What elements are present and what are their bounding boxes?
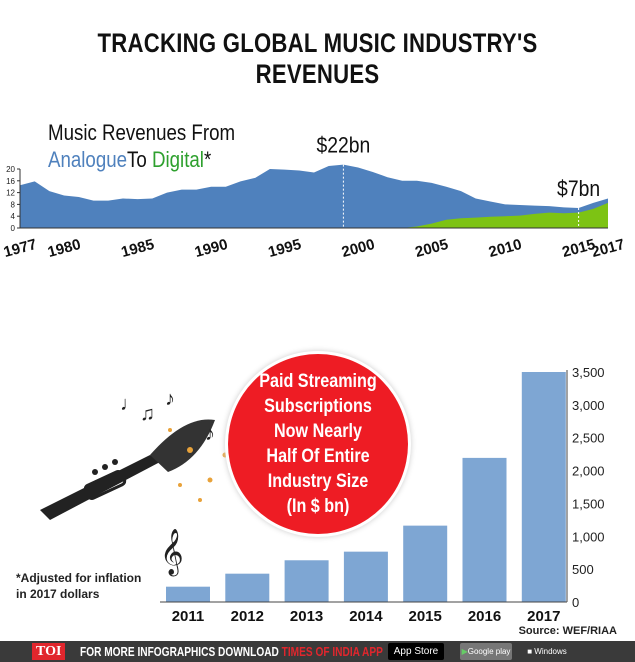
callout-line: Industry Size [267, 471, 369, 492]
source-label: Source: WEF/RIAA [518, 625, 617, 637]
note-line: in 2017 dollars [16, 587, 100, 601]
x-tick-label: 2011 [172, 608, 205, 625]
footer-bar: TOI FOR MORE INFOGRAPHICS DOWNLOAD TIMES… [0, 641, 635, 662]
y-tick-label: 500 [572, 562, 594, 577]
bar-2017 [521, 372, 566, 602]
x-tick-label: 2015 [409, 608, 442, 625]
app-store-badge[interactable]: App Store [388, 643, 444, 660]
annotation-label: $7bn [557, 177, 600, 201]
footer-text: FOR MORE INFOGRAPHICS DOWNLOAD TIMES OF … [80, 643, 383, 660]
y-tick-label: 1,500 [572, 496, 605, 511]
y-tick-label: 12 [6, 189, 15, 198]
music-note-icon: ♫ [140, 403, 155, 425]
streaming-callout: Paid Streaming Subscriptions Now Nearly … [228, 354, 408, 534]
y-tick-label: 1,000 [572, 529, 605, 544]
treble-clef-icon: 𝄞 [160, 529, 184, 577]
app-store-label: App Store [393, 646, 439, 657]
callout-line: Half Of Entire [266, 446, 370, 467]
y-tick-label: 8 [11, 200, 16, 209]
y-tick-label: 2,500 [572, 431, 605, 446]
x-tick-label: 2012 [231, 608, 264, 625]
y-tick-label: 4 [11, 212, 16, 221]
y-tick-label: 0 [11, 224, 16, 233]
y-tick-label: 3,500 [572, 365, 605, 380]
toi-logo[interactable]: TOI [32, 643, 66, 660]
analogue-area [20, 164, 608, 228]
note-line: *Adjusted for inflation [16, 571, 142, 585]
bar-2014 [343, 551, 388, 602]
windows-icon: ■ [527, 647, 535, 656]
callout-line: Paid Streaming [259, 371, 377, 392]
page-title: TRACKING GLOBAL MUSIC INDUSTRY'S REVENUE… [97, 28, 538, 89]
x-tick-label: 2013 [290, 608, 323, 625]
legend-star: * [203, 147, 212, 172]
legend-to: To [127, 147, 152, 172]
area-chart-subtitle: AnalogueTo Digital* [48, 147, 211, 173]
callout-line: Now Nearly [274, 421, 362, 442]
y-tick-label: 0 [572, 595, 579, 610]
play-icon: ▶ [461, 647, 468, 656]
footer-promo: FOR MORE INFOGRAPHICS DOWNLOAD [80, 644, 282, 659]
annotation-label: $22bn [316, 133, 370, 157]
bar-2011 [166, 586, 210, 602]
bar-2013 [284, 560, 329, 602]
area-chart-title: Music Revenues From [48, 120, 236, 145]
x-tick-label: 2014 [349, 608, 383, 625]
google-play-label: Google play [467, 647, 511, 656]
callout-line: (In $ bn) [286, 496, 350, 517]
digital-area [402, 202, 608, 228]
music-note-icon: ♪ [165, 388, 175, 410]
bar-2012 [225, 573, 270, 602]
windows-label: Windows Phone [534, 647, 567, 656]
windows-phone-badge[interactable]: ■ Windows Phone [522, 643, 572, 660]
x-tick-label: 2016 [468, 608, 501, 625]
trumpet-illustration: ♫ ♪ ♪ ♩ 𝄞 [40, 388, 228, 577]
music-note-icon: ♩ [120, 393, 140, 415]
bar-2015 [403, 525, 448, 602]
inflation-note: *Adjusted for inflation in 2017 dollars [16, 570, 141, 602]
callout-line: Subscriptions [264, 396, 372, 417]
google-play-badge[interactable]: ▶Google play [460, 643, 512, 660]
y-tick-label: 2,000 [572, 464, 605, 479]
legend-digital: Digital [151, 147, 204, 172]
y-tick-label: 16 [6, 177, 15, 186]
legend-analogue: Analogue [48, 147, 128, 172]
x-tick-label: 2017 [527, 608, 560, 625]
y-tick-label: 3,000 [572, 398, 605, 413]
music-note-icon: ♪ [205, 423, 215, 445]
y-tick-label: 20 [6, 165, 15, 174]
footer-app-link[interactable]: TIMES OF INDIA APP [281, 644, 383, 659]
bar-2016 [462, 457, 507, 602]
